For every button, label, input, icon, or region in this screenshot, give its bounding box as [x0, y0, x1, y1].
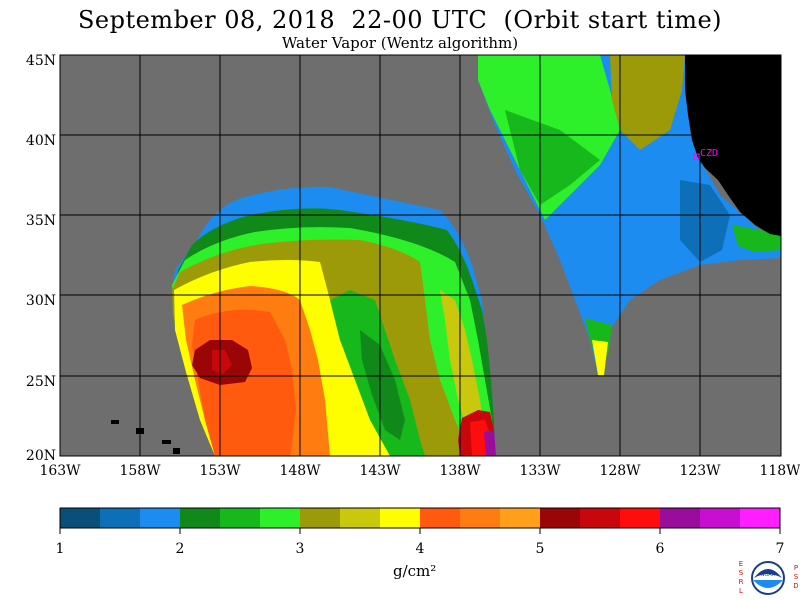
- north-america-landmass: [685, 55, 781, 236]
- colorbar-swatch: [500, 508, 541, 528]
- swath-east-darkblue: [680, 180, 730, 262]
- colorbar-units: g/cm²: [393, 562, 437, 580]
- colorbar-swatch: [660, 508, 701, 528]
- lon-label: 148W: [279, 463, 321, 479]
- swath-west-yellow-east: [440, 290, 485, 440]
- colorbar-tick-label: 6: [656, 541, 665, 557]
- colorbar-swatch: [100, 508, 141, 528]
- colorbar-tick-label: 4: [416, 541, 425, 557]
- swath-east-olive-band: [610, 55, 685, 150]
- colorbar-tick-label: 2: [176, 541, 185, 557]
- lat-label: 35N: [26, 213, 56, 229]
- colorbar-swatch: [740, 508, 781, 528]
- noaa-emblem: [751, 561, 785, 595]
- colorbar-swatch: [620, 508, 661, 528]
- lon-label: 143W: [359, 463, 401, 479]
- lat-label: 40N: [26, 133, 56, 149]
- coastal-green-patch: [732, 225, 781, 252]
- lon-label: 158W: [119, 463, 161, 479]
- colorbar-swatch: [260, 508, 301, 528]
- island-kauai: [111, 420, 119, 424]
- lat-label: 25N: [26, 374, 56, 390]
- noaa-emblem-bird: [754, 569, 782, 578]
- station-label: CZD: [700, 148, 718, 159]
- lon-label: 153W: [199, 463, 241, 479]
- lon-label: 123W: [679, 463, 721, 479]
- colorbar-swatch: [460, 508, 501, 528]
- colorbar-swatch: [380, 508, 421, 528]
- lon-label: 128W: [599, 463, 641, 479]
- colorbar-ticks: 1 2 3 4 5 6 7: [56, 528, 785, 557]
- swath-west-dark-green-core: [360, 330, 405, 440]
- colorbar-tick-label: 3: [296, 541, 305, 557]
- colorbar-tick-label: 1: [56, 541, 65, 557]
- station-marker: [693, 153, 700, 160]
- lon-label: 133W: [519, 463, 561, 479]
- map-frame: [59, 54, 782, 457]
- colorbar-swatch: [420, 508, 461, 528]
- colorbar-swatch: [540, 508, 581, 528]
- colorbar-swatch: [180, 508, 221, 528]
- storm-core-east-purple: [484, 430, 496, 456]
- noaa-emblem-water: [753, 580, 783, 588]
- lon-label: 163W: [39, 463, 81, 479]
- colorbar-tick-label: 5: [536, 541, 545, 557]
- swath-east-tip-yellow: [592, 340, 608, 375]
- island-molokai: [162, 440, 171, 444]
- swath-east-green-2: [505, 110, 600, 205]
- lon-label: 138W: [439, 463, 481, 479]
- latitude-labels: 45N 40N 35N 30N 25N 20N: [26, 53, 56, 464]
- lat-label: 45N: [26, 53, 56, 69]
- longitude-labels: 163W 158W 153W 148W 143W 138W 133W 128W 123W 118W: [39, 463, 800, 479]
- colorbar: [59, 507, 781, 529]
- colorbar-swatch: [700, 508, 741, 528]
- colorbar-swatch: [60, 508, 101, 528]
- station-czd: CZD: [693, 148, 718, 160]
- noaa-badge-text: NOAA: [761, 572, 776, 578]
- map-title: September 08, 2018 22-00 UTC (Orbit star…: [77, 6, 723, 34]
- colorbar-swatch: [220, 508, 261, 528]
- map-plot-area: CZD: [59, 54, 782, 457]
- colorbar-swatch: [140, 508, 181, 528]
- colorbar-swatch: [580, 508, 621, 528]
- map-subtitle: Water Vapor (Wentz algorithm): [281, 34, 519, 52]
- lat-lon-grid: [60, 55, 781, 456]
- colorbar-swatch: [300, 508, 341, 528]
- storm-core-west-inner: [212, 350, 232, 375]
- island-maui: [173, 448, 180, 454]
- colorbar-swatch: [340, 508, 381, 528]
- colorbar-tick-label: 7: [776, 541, 785, 557]
- swath-west: [172, 186, 496, 456]
- lon-label: 118W: [759, 463, 800, 479]
- lat-label: 30N: [26, 293, 56, 309]
- lat-label: 20N: [26, 448, 56, 464]
